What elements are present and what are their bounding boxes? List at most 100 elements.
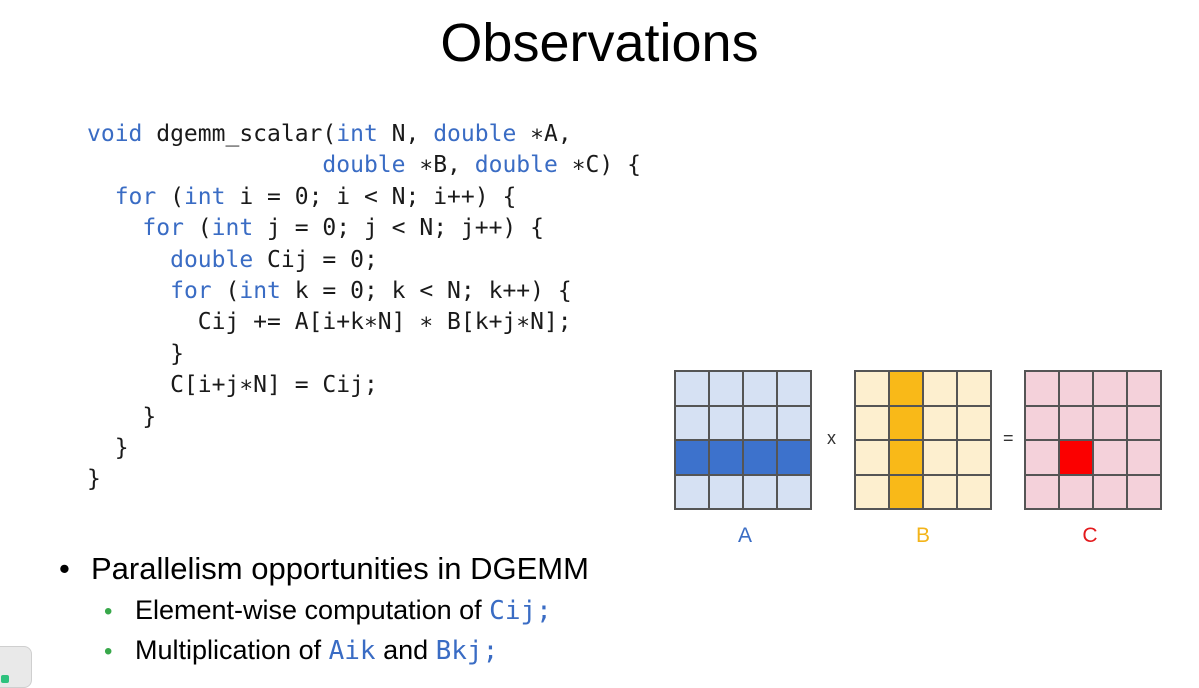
code-text <box>87 247 170 273</box>
code-line: } <box>87 339 641 370</box>
matrix-cell <box>855 440 889 475</box>
code-text: } <box>87 340 184 367</box>
code-text: ∗A, <box>516 121 572 147</box>
code-line: for (int i = 0; i < N; i++) { <box>87 182 641 213</box>
code-text: C[i+j∗N] = Cij; <box>87 372 378 399</box>
bullet-main-text: Parallelism opportunities in DGEMM <box>91 551 589 586</box>
code-text: Cij = 0; <box>253 246 378 273</box>
matrix-cell-highlighted <box>709 440 743 475</box>
matrix-cell <box>743 474 777 509</box>
matrix-cell <box>743 371 777 406</box>
bullet-sub-2-code-b: Bkj; <box>435 636 499 666</box>
matrix-cell <box>1025 474 1059 509</box>
code-text: } <box>87 403 157 430</box>
matrix-cell <box>957 440 991 475</box>
matrix-cell <box>855 371 889 406</box>
bullet-sub-2-code-a: Aik <box>328 636 376 666</box>
code-text <box>87 184 115 210</box>
code-text <box>87 152 322 178</box>
matrix-cell <box>777 405 811 440</box>
matrix-cell <box>923 371 957 406</box>
code-line: void dgemm_scalar(int N, double ∗A, <box>87 119 641 150</box>
matrix-c <box>1024 370 1162 510</box>
bullet-sub-2-text-a: Multiplication of <box>135 635 329 665</box>
bullet-dot: • <box>104 598 113 625</box>
code-keyword: double <box>322 152 406 179</box>
code-line: double ∗B, double ∗C) { <box>87 150 641 181</box>
code-line: } <box>87 433 641 464</box>
matrix-cell <box>855 405 889 440</box>
matrix-cell <box>1025 440 1059 475</box>
slide-title: Observations <box>440 13 759 73</box>
code-text: ( <box>156 183 184 210</box>
code-keyword: for <box>170 277 212 304</box>
code-text: k = 0; k < N; k++) { <box>280 277 572 304</box>
bullet-main: • Parallelism opportunities in DGEMM <box>59 549 589 589</box>
code-text: ∗B, <box>405 152 475 179</box>
equals-operator: = <box>1003 428 1014 448</box>
matrix-cell <box>709 371 743 406</box>
matrix-cell <box>923 405 957 440</box>
times-operator: x <box>827 428 836 448</box>
code-keyword: double <box>474 152 558 179</box>
matrix-cell-highlighted <box>889 371 923 406</box>
matrix-b-label: B <box>915 524 930 547</box>
code-text: j = 0; j < N; j++) { <box>253 215 544 242</box>
matrix-cell <box>923 440 957 475</box>
code-text: dgemm_scalar( <box>142 121 337 147</box>
code-keyword: double <box>170 246 254 273</box>
matrix-cell <box>1059 371 1093 406</box>
matrix-cell <box>1025 371 1059 406</box>
code-keyword: for <box>142 215 184 242</box>
code-line: C[i+j∗N] = Cij; <box>87 370 641 401</box>
matrix-cell <box>1127 440 1161 475</box>
code-text: i = 0; i < N; i++) { <box>225 183 517 210</box>
bullet-sub-2: • Multiplication of Aik and Bkj; <box>104 632 498 670</box>
code-keyword: int <box>239 277 281 304</box>
code-text: } <box>87 434 129 461</box>
matrix-cell <box>709 474 743 509</box>
matrix-cell <box>1127 371 1161 406</box>
app-corner-icon[interactable] <box>0 646 32 688</box>
matrix-a <box>674 370 812 510</box>
matrix-cell <box>777 371 811 406</box>
bullet-sub-2-text-b: and <box>375 635 436 665</box>
bullet-sub-1-code: Cij; <box>489 596 552 626</box>
matrix-cell <box>923 474 957 509</box>
matrix-cell <box>777 474 811 509</box>
matrix-cell <box>1127 474 1161 509</box>
code-line: } <box>87 402 641 433</box>
matrix-cell <box>1059 474 1093 509</box>
matrix-b <box>854 370 992 510</box>
bullet-dot: • <box>59 551 70 586</box>
code-keyword: for <box>114 183 157 210</box>
matrix-cell <box>1093 440 1127 475</box>
code-text <box>87 215 142 241</box>
code-keyword: int <box>183 183 226 210</box>
matrix-cell <box>675 371 709 406</box>
bullet-sub-1: • Element-wise computation of Cij; <box>104 592 552 630</box>
code-keyword: void <box>87 121 143 147</box>
matrix-cell-highlighted <box>1059 440 1093 475</box>
matrix-a-label: A <box>737 524 752 547</box>
matrix-cell <box>957 474 991 509</box>
code-text: N, <box>377 121 434 147</box>
code-block: void dgemm_scalar(int N, double ∗A, doub… <box>87 119 641 496</box>
matrix-cell-highlighted <box>889 474 923 509</box>
code-keyword: int <box>336 121 378 147</box>
matrix-cell-highlighted <box>675 440 709 475</box>
code-line: for (int k = 0; k < N; k++) { <box>87 276 641 307</box>
code-text: ( <box>211 277 240 304</box>
code-text: Cij += A[i+k∗N] ∗ B[k+j∗N]; <box>87 309 572 336</box>
matrix-cell <box>675 405 709 440</box>
app-corner-icon-dot <box>1 675 9 683</box>
matrix-cell <box>1093 405 1127 440</box>
code-line: Cij += A[i+k∗N] ∗ B[k+j∗N]; <box>87 307 641 338</box>
code-text: } <box>87 466 101 493</box>
matrix-cell <box>957 371 991 406</box>
bullet-dot: • <box>104 638 113 665</box>
matrix-cell <box>1059 405 1093 440</box>
matrix-cell <box>1127 405 1161 440</box>
matrix-cell <box>855 474 889 509</box>
code-line: } <box>87 464 641 495</box>
